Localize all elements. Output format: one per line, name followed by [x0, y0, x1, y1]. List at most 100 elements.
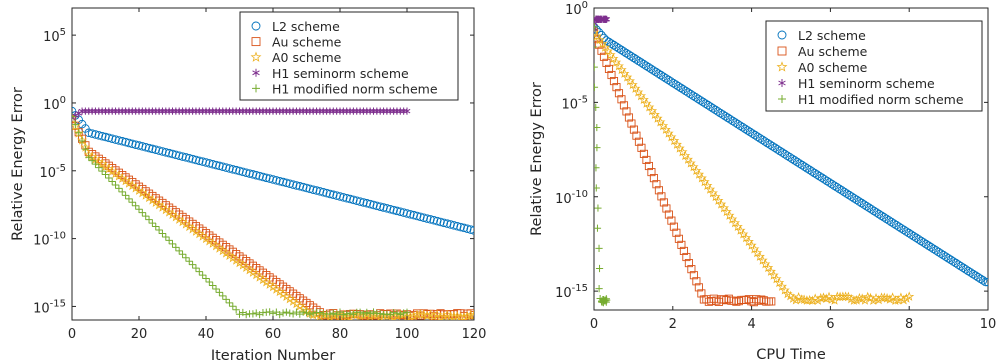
data-point [121, 137, 130, 147]
data-point [659, 72, 668, 82]
data-point [869, 206, 879, 216]
data-point [698, 97, 708, 107]
data-point [721, 111, 730, 121]
data-point [810, 168, 819, 178]
data-point [711, 105, 720, 115]
data-point [825, 178, 834, 187]
data-point [595, 285, 603, 293]
data-point [594, 204, 602, 212]
x-axis-label: Iteration Number [211, 348, 335, 364]
data-point [767, 297, 776, 306]
x-tick-label: 8 [905, 317, 913, 332]
data-point [614, 89, 624, 98]
data-point [400, 309, 408, 317]
x-tick-label: 0 [68, 327, 76, 342]
data-point [393, 309, 401, 317]
y-tick-label: 10-15 [555, 283, 588, 301]
data-point [749, 243, 760, 254]
data-point [634, 56, 643, 66]
data-point [936, 249, 946, 258]
data-point [733, 119, 742, 129]
data-point [666, 131, 677, 142]
data-point [685, 157, 696, 168]
data-point [679, 246, 688, 255]
data-point [155, 226, 163, 234]
data-point [654, 69, 663, 78]
data-point [688, 91, 698, 100]
data-point [757, 255, 768, 265]
data-point [122, 191, 130, 199]
data-point [175, 247, 183, 255]
legend-label: H1 modified norm scheme [272, 81, 438, 96]
data-point [655, 116, 666, 127]
data-point [662, 204, 671, 213]
legend-marker [252, 68, 260, 77]
data-point [600, 42, 611, 52]
data-point [439, 218, 449, 228]
data-point [359, 310, 368, 318]
data-point [191, 155, 201, 165]
data-point [94, 131, 104, 140]
data-point [926, 243, 936, 252]
data-point [949, 257, 958, 266]
data-point [419, 213, 429, 222]
data-point [329, 309, 337, 317]
legend-marker [251, 37, 261, 47]
data-point [622, 72, 633, 82]
data-point [654, 186, 663, 195]
data-point [232, 306, 240, 314]
data-point [676, 83, 685, 93]
x-tick-label: 120 [462, 327, 487, 342]
data-point [951, 258, 961, 268]
data-point [877, 211, 886, 220]
data-point [694, 283, 703, 292]
x-tick-label: 6 [826, 317, 834, 332]
data-point [396, 207, 405, 217]
data-point [302, 309, 311, 317]
left-chart-panel: 0 20 40 60 80 100 120 10-15 10-10 10-5 100 105 Itera… [10, 7, 487, 364]
data-point [612, 42, 621, 52]
data-point [607, 39, 616, 48]
data-point [631, 55, 641, 64]
data-point [346, 309, 354, 317]
data-point [669, 78, 678, 88]
data-point [352, 196, 362, 205]
data-point [630, 83, 641, 93]
data-point [686, 89, 695, 99]
data-point [432, 216, 442, 226]
data-point [693, 94, 703, 104]
data-point [773, 145, 782, 154]
data-point [268, 175, 278, 184]
data-point [718, 202, 729, 213]
data-point [603, 15, 611, 23]
data-point [622, 107, 631, 116]
x-tick-label: 60 [265, 327, 282, 342]
data-point [436, 217, 445, 227]
data-point [426, 215, 435, 224]
data-point [619, 101, 629, 110]
data-point [785, 153, 795, 162]
data-point [684, 259, 693, 268]
data-point [770, 143, 780, 153]
data-point [111, 135, 120, 144]
data-point [242, 311, 250, 319]
data-point [617, 95, 626, 104]
legend-label: A0 scheme [272, 50, 342, 65]
legend-label: Au scheme [798, 44, 868, 59]
data-point [148, 219, 156, 227]
data-point [412, 211, 422, 221]
data-point [335, 192, 345, 201]
data-point [594, 83, 599, 91]
data-point [415, 309, 426, 319]
data-point [365, 199, 375, 209]
data-point [694, 169, 705, 179]
data-point [659, 198, 668, 207]
data-point [716, 108, 725, 118]
data-point [674, 143, 685, 153]
series-asterisk [72, 107, 411, 122]
data-point [666, 77, 676, 86]
data-point [117, 137, 127, 146]
data-point [192, 264, 200, 272]
data-layer [594, 15, 988, 307]
